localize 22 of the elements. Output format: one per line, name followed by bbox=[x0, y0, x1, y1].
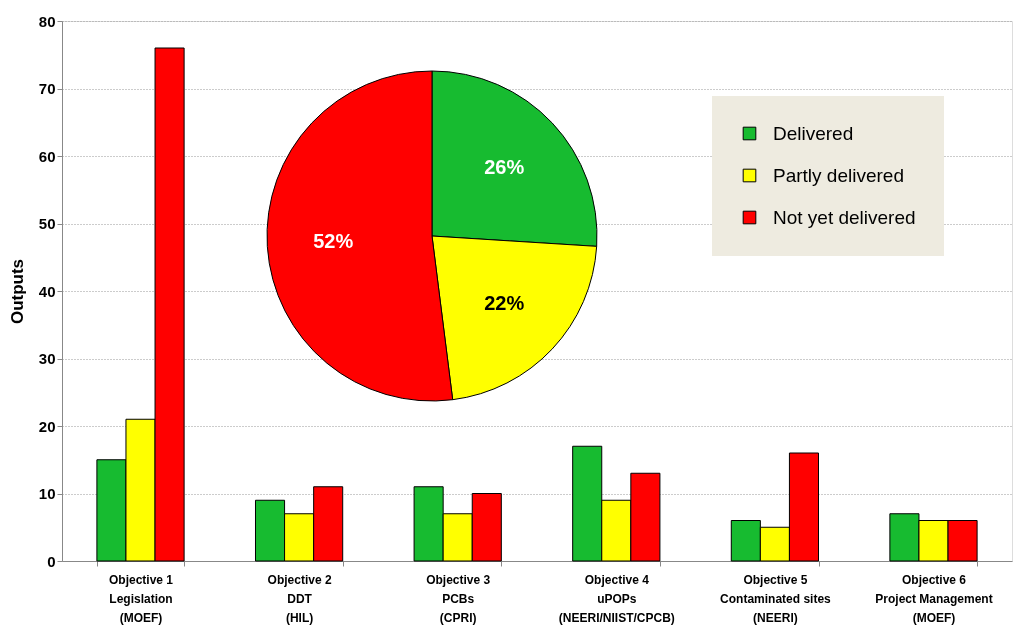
y-tick-label: 40 bbox=[38, 282, 56, 300]
y-tick-label: 30 bbox=[38, 350, 56, 367]
legend-label: Delivered bbox=[773, 122, 854, 144]
legend-label: Partly delivered bbox=[773, 164, 904, 186]
y-tick-label: 10 bbox=[38, 485, 56, 502]
x-tick-label: Objective 5 Contaminated sites (NEERI) bbox=[720, 572, 832, 625]
data-label: 22% bbox=[484, 291, 525, 314]
data-label: 52% bbox=[313, 230, 354, 253]
y-axis-title: Outputs bbox=[7, 258, 27, 325]
x-tick-label: Objective 1 Legislation (MOEF) bbox=[108, 572, 174, 625]
y-tick-label: 80 bbox=[38, 12, 56, 30]
legend-label: Not yet delivered bbox=[773, 206, 916, 228]
y-tick-label: 70 bbox=[38, 80, 56, 97]
x-tick-label: Objective 3 PCBs (CPRI) bbox=[426, 572, 491, 625]
y-tick-label: 20 bbox=[38, 417, 56, 435]
y-tick-label: 50 bbox=[38, 215, 56, 232]
y-tick-label: 0 bbox=[47, 552, 56, 570]
x-tick-label: Objective 4 uPOPs (NEERI/NIIST/CPCB) bbox=[558, 572, 675, 625]
data-label: 26% bbox=[484, 156, 525, 179]
x-tick-label: Objective 2 DDT (HIL) bbox=[267, 572, 332, 625]
y-tick-label: 60 bbox=[38, 147, 56, 165]
x-tick-label: Objective 6 Project Management (MOEF) bbox=[875, 572, 993, 625]
